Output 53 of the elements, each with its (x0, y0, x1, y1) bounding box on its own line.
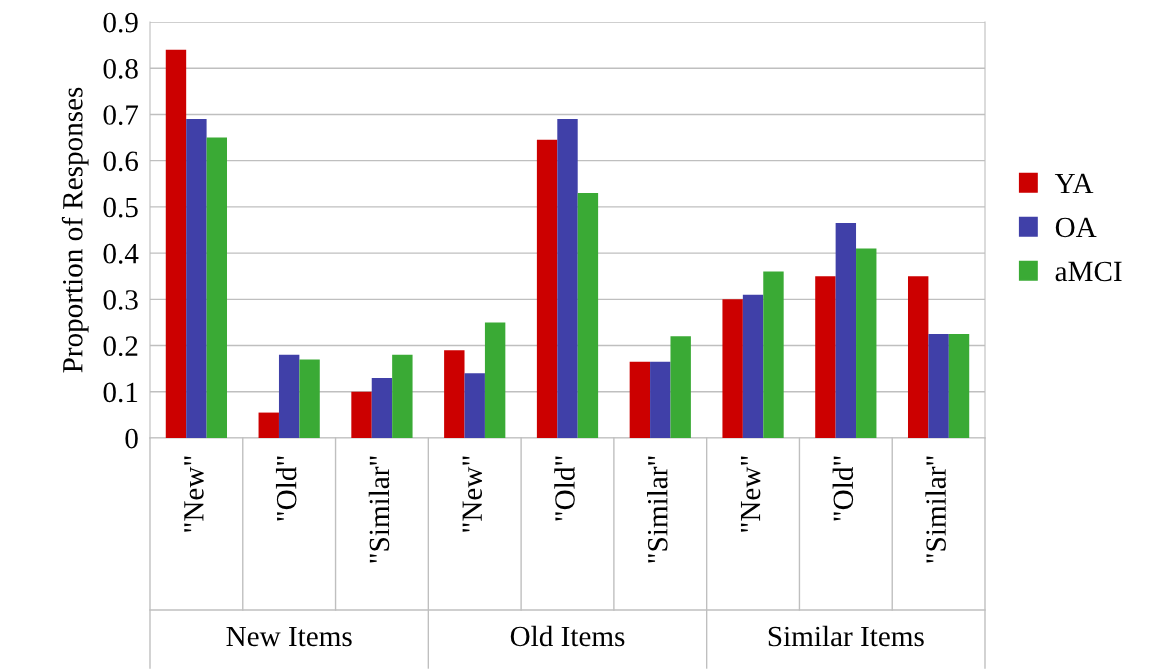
y-tick-label: 0.2 (103, 336, 138, 357)
bar (742, 294, 764, 438)
bar (815, 276, 836, 438)
legend-label: aMCI (1055, 261, 1122, 282)
bar (948, 334, 970, 438)
bar (186, 119, 207, 438)
bar (856, 248, 877, 438)
y-tick-label: 0.5 (103, 197, 138, 218)
x-tick-label: "New" (184, 456, 204, 532)
x-tick-label: "New" (462, 456, 483, 532)
x-tick-label: "Similar" (368, 456, 390, 563)
text: Old Items (510, 625, 625, 647)
x-tick-label: "New" (740, 456, 761, 532)
text: Similar Items (768, 625, 924, 647)
legend-label: OA (1055, 217, 1097, 238)
bar (928, 334, 949, 438)
x-tick-label: "Similar" (647, 456, 668, 563)
bar (763, 271, 784, 438)
bar (464, 373, 485, 438)
bar (392, 354, 413, 438)
bar (577, 193, 599, 438)
y-tick-label: 0.1 (103, 382, 138, 403)
bar (484, 322, 506, 438)
bar (650, 361, 671, 438)
bar (206, 137, 228, 438)
bar (371, 377, 393, 438)
y-axis-title: Proportion of Responses (61, 87, 89, 373)
bar (557, 119, 578, 438)
bar (536, 139, 558, 438)
y-tick-label: 0.3 (103, 290, 138, 310)
x-tick-label: "Old" (275, 456, 297, 521)
bar (907, 276, 929, 438)
y-tick-label: 0 (125, 428, 138, 449)
y-tick-label: 0.9 (103, 12, 138, 33)
legend-label: YA (1054, 173, 1094, 194)
x-tick-label: "Similar" (925, 456, 946, 563)
bar (670, 336, 691, 438)
bar (629, 361, 651, 438)
y-tick-label: 0.7 (103, 105, 139, 125)
bar (722, 299, 743, 438)
bar (278, 354, 300, 438)
text: New Items (226, 626, 352, 647)
x-tick-label: "Old" (554, 456, 575, 521)
bar (835, 223, 857, 438)
bar (258, 412, 279, 438)
y-tick-label: 0.8 (103, 58, 138, 79)
bar (444, 350, 465, 438)
bar (299, 359, 320, 438)
bar (165, 49, 187, 438)
bar (351, 391, 372, 438)
y-tick-label: 0.6 (103, 151, 139, 172)
x-tick-label: "Old" (832, 456, 854, 521)
y-tick-label: 0.4 (103, 243, 139, 264)
